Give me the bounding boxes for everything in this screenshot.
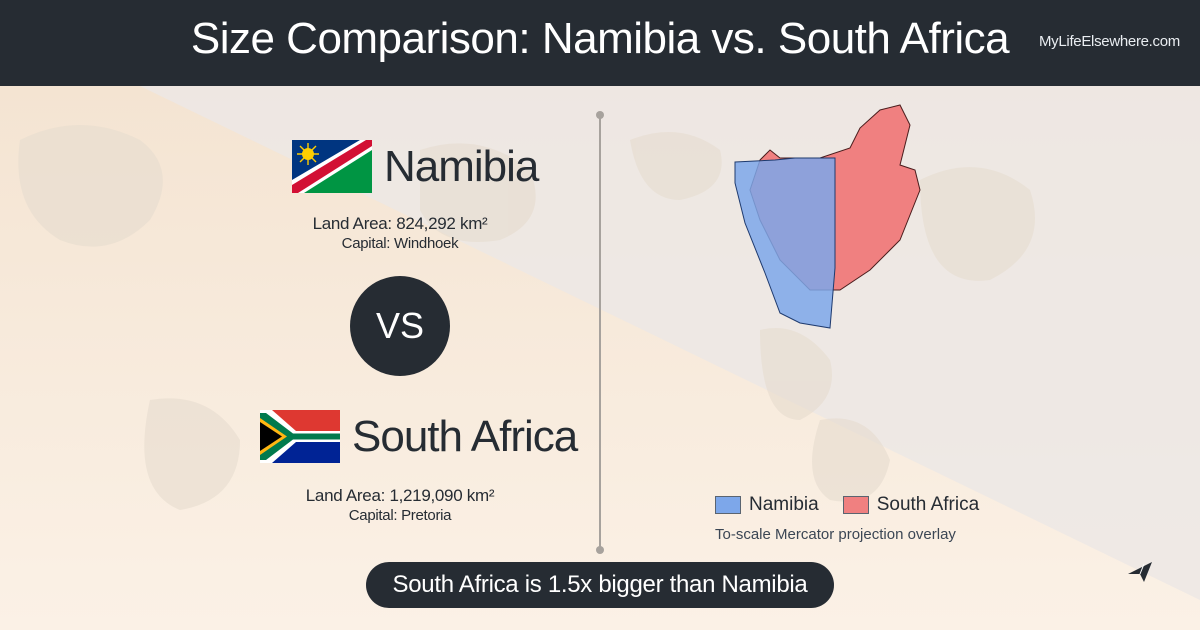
divider-dot-bottom (596, 546, 604, 554)
legend-item-a: Namibia (715, 494, 819, 516)
page-title: Size Comparison: Namibia vs. South Afric… (190, 14, 1010, 63)
namibia-shape (734, 157, 836, 329)
legend-label-b: South Africa (876, 494, 980, 515)
site-link[interactable]: MyLifeElsewhere.com (1038, 33, 1180, 50)
country-a-capital: Capital: Windhoek (341, 235, 459, 252)
header-bar: Size Comparison: Namibia vs. South Afric… (0, 0, 1200, 86)
country-a-info: Land Area: 824,292 km² Capital: Windhoek (250, 213, 550, 253)
country-b-info: Land Area: 1,219,090 km² Capital: Pretor… (250, 485, 550, 525)
country-b-name: South Africa (352, 411, 578, 461)
projection-note: To-scale Mercator projection overlay (715, 526, 956, 543)
map-legend: Namibia South Africa (715, 494, 1003, 516)
comparison-banner: South Africa is 1.5x bigger than Namibia (366, 562, 834, 608)
legend-item-b: South Africa (842, 494, 980, 516)
legend-swatch-a (715, 496, 741, 514)
south-africa-flag-icon (260, 410, 340, 463)
legend-swatch-b (842, 496, 869, 514)
paper-plane-icon (1128, 562, 1152, 582)
country-a-heading: Namibia (292, 140, 539, 193)
divider-dot-top (596, 111, 604, 119)
vs-badge: VS (350, 276, 450, 376)
country-b-heading: South Africa (260, 410, 578, 463)
overlay-map (734, 104, 921, 329)
legend-label-a: Namibia (749, 494, 819, 515)
country-b-capital: Capital: Pretoria (348, 507, 452, 524)
namibia-flag-icon (292, 140, 372, 193)
divider (599, 114, 601, 550)
country-a-land-area: Land Area: 824,292 km² (312, 214, 488, 233)
country-a-name: Namibia (384, 141, 539, 191)
my-life-elsewhere-logo (1128, 562, 1152, 582)
country-b-land-area: Land Area: 1,219,090 km² (305, 486, 495, 505)
